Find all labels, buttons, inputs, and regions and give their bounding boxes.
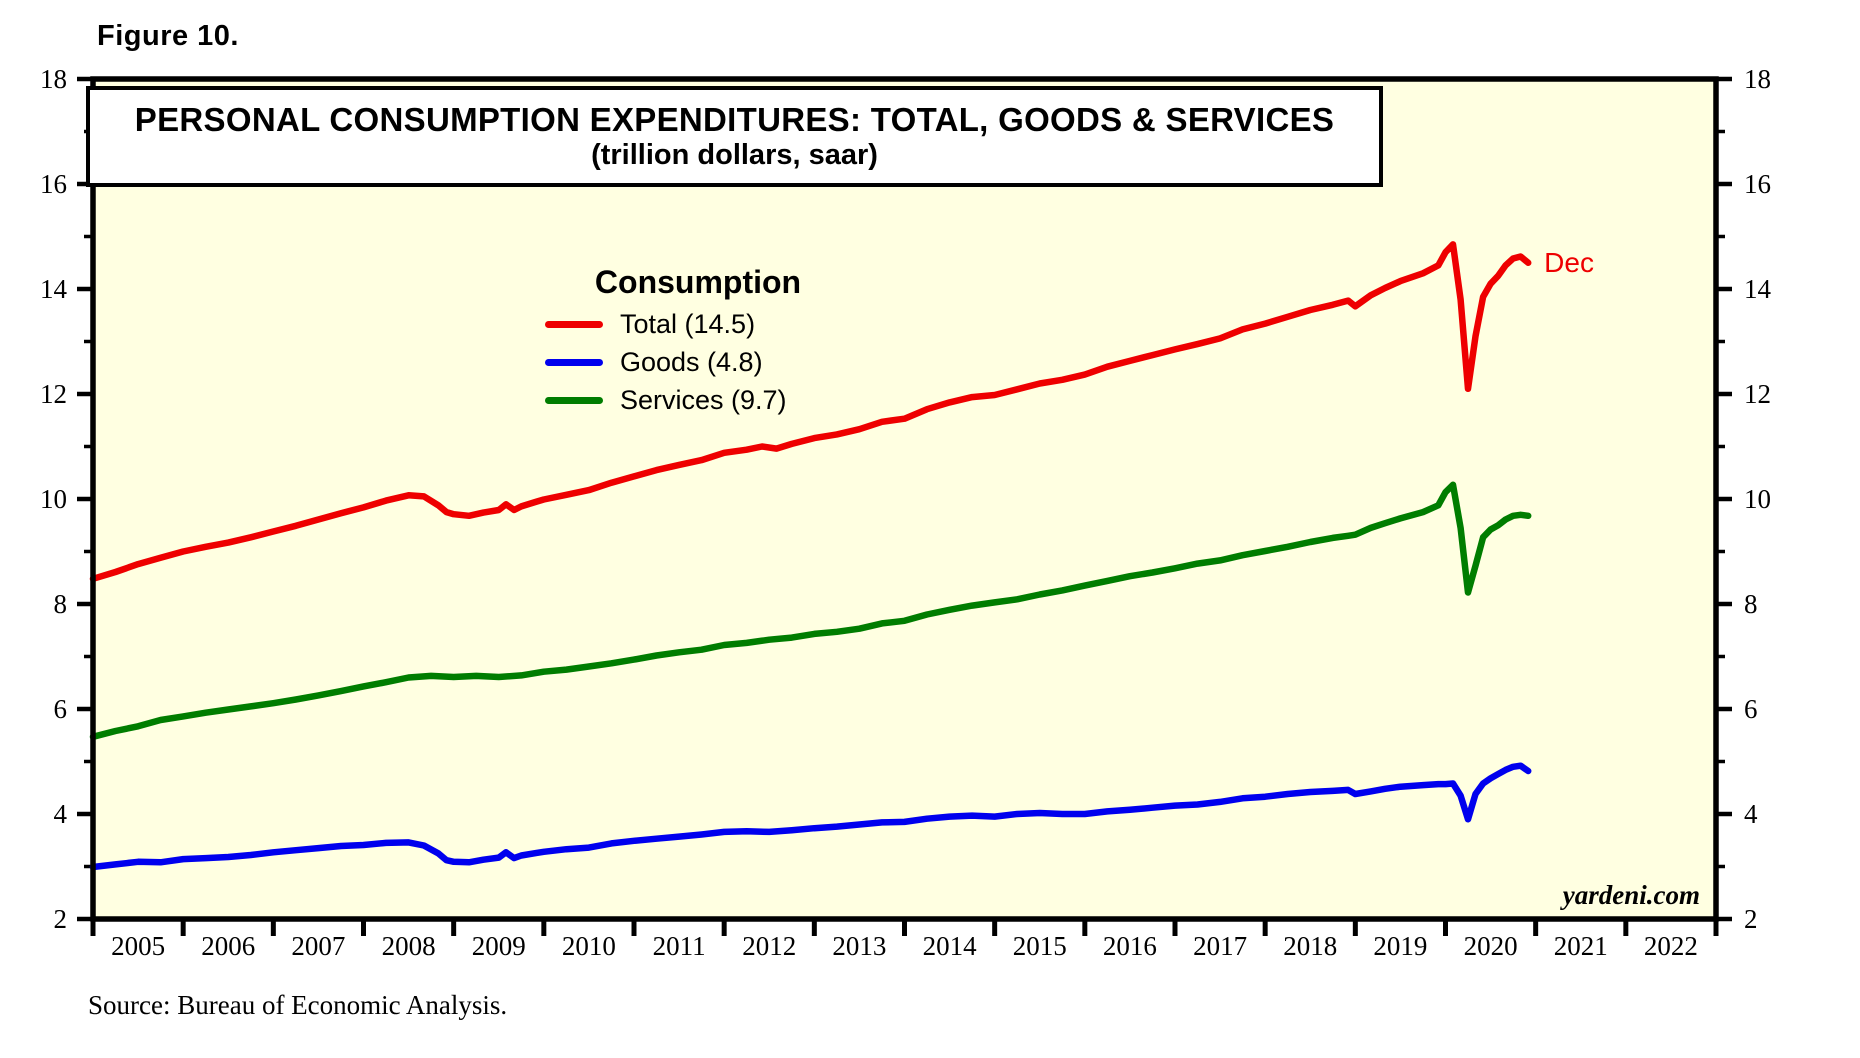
x-axis-year-label: 2019 — [1373, 931, 1427, 961]
series-line-goods — [89, 762, 1532, 871]
x-axis-year-label: 2013 — [832, 931, 886, 961]
y-axis-tick-label-right: 14 — [1744, 274, 1772, 304]
y-axis-tick-label-right: 10 — [1744, 484, 1771, 514]
x-axis-year-label: 2017 — [1193, 931, 1247, 961]
services-line-swatch — [545, 396, 603, 404]
x-axis-year-label: 2009 — [472, 931, 526, 961]
chart-legend: Consumption Total (14.5) Goods (4.8) Ser… — [545, 264, 813, 415]
legend-heading: Consumption — [594, 264, 802, 300]
plot-border — [90, 76, 1719, 922]
y-axis-tick-label-right: 12 — [1744, 379, 1771, 409]
y-axis-tick-label-left: 8 — [54, 589, 68, 619]
x-axis-year-label: 2022 — [1644, 931, 1698, 961]
plot-background — [93, 79, 1716, 919]
x-axis-year-label: 2008 — [382, 931, 436, 961]
series-line-total — [89, 241, 1532, 583]
x-axis-year-label: 2020 — [1464, 931, 1518, 961]
y-axis-tick-label-left: 4 — [54, 799, 68, 829]
x-axis-year-label: 2016 — [1103, 931, 1157, 961]
chart-subtitle: (trillion dollars, saar) — [591, 138, 878, 171]
legend-label-services: Services (9.7) — [620, 384, 787, 415]
y-axis-tick-label-right: 16 — [1744, 169, 1771, 199]
figure-label: Figure 10. — [97, 20, 239, 52]
y-axis-tick-label-right: 6 — [1744, 694, 1758, 724]
chart-title: PERSONAL CONSUMPTION EXPENDITURES: TOTAL… — [134, 100, 1335, 138]
legend-entry-services: Services (9.7) — [545, 385, 813, 415]
y-axis-tick-label-left: 14 — [40, 274, 68, 304]
y-axis-tick-label-left: 18 — [40, 64, 67, 94]
y-axis-tick-label-left: 2 — [54, 904, 68, 934]
x-axis-year-label: 2014 — [923, 931, 978, 961]
x-axis-year-label: 2021 — [1554, 931, 1608, 961]
source-note: Source: Bureau of Economic Analysis. — [88, 990, 508, 1020]
y-axis-tick-label-left: 12 — [40, 379, 67, 409]
x-axis-year-label: 2005 — [111, 931, 165, 961]
x-axis-year-label: 2015 — [1013, 931, 1067, 961]
y-axis-tick-label-left: 16 — [40, 169, 67, 199]
y-axis-tick-label-right: 18 — [1744, 64, 1771, 94]
x-axis-year-label: 2006 — [201, 931, 255, 961]
x-axis-year-label: 2007 — [291, 931, 345, 961]
y-axis-tick-label-left: 10 — [40, 484, 67, 514]
x-axis-year-label: 2011 — [653, 931, 706, 961]
series-line-services — [89, 481, 1532, 741]
legend-label-goods: Goods (4.8) — [620, 346, 763, 377]
legend-entry-total: Total (14.5) — [545, 309, 813, 339]
legend-label-total: Total (14.5) — [620, 308, 756, 339]
y-axis-tick-label-right: 8 — [1744, 589, 1758, 619]
legend-entry-goods: Goods (4.8) — [545, 347, 813, 377]
y-axis-tick-label-right: 2 — [1744, 904, 1758, 934]
goods-line-swatch — [545, 358, 603, 366]
y-axis-tick-label-right: 4 — [1744, 799, 1758, 829]
watermark: yardeni.com — [1562, 880, 1700, 910]
x-axis-year-label: 2018 — [1283, 931, 1337, 961]
x-axis-year-label: 2012 — [742, 931, 796, 961]
total-line-swatch — [545, 320, 603, 328]
chart-title-box: PERSONAL CONSUMPTION EXPENDITURES: TOTAL… — [86, 86, 1383, 187]
x-axis-year-label: 2010 — [562, 931, 616, 961]
last-point-annotation: Dec — [1544, 246, 1594, 278]
y-axis-tick-label-left: 6 — [54, 694, 68, 724]
